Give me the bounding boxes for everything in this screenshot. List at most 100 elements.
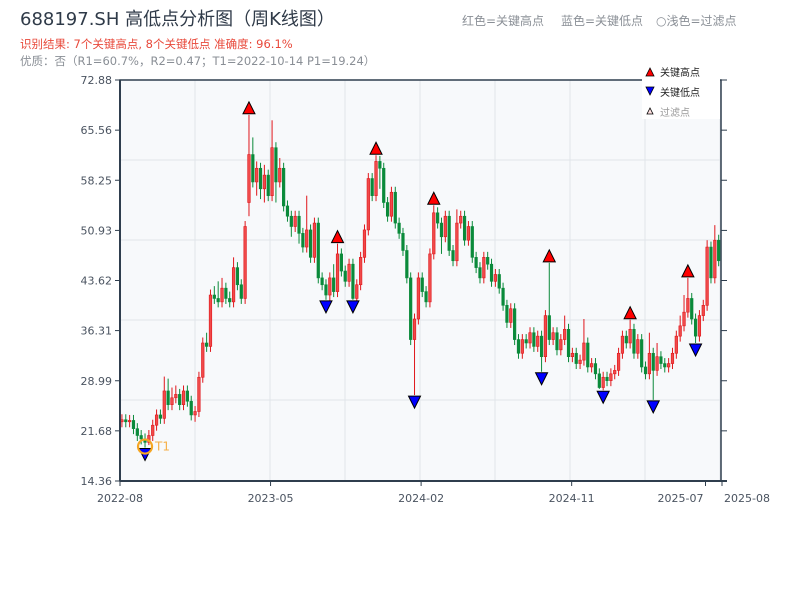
candle bbox=[328, 272, 332, 301]
candle-body-up bbox=[613, 370, 617, 375]
x-tick-label: 2025-08 bbox=[724, 492, 770, 505]
candle-body-down bbox=[709, 246, 713, 279]
candle-body-down bbox=[632, 328, 636, 354]
candle-body-down bbox=[424, 291, 428, 303]
candle bbox=[570, 347, 574, 363]
candle-body-up bbox=[705, 246, 709, 306]
candle bbox=[401, 227, 405, 256]
candle-body-up bbox=[620, 335, 625, 354]
candle-body-up bbox=[551, 332, 555, 340]
candle-body-down bbox=[320, 277, 324, 286]
legend-label: 关键高点 bbox=[660, 66, 700, 79]
candle bbox=[474, 251, 478, 274]
candle bbox=[647, 332, 651, 380]
candle-body-up bbox=[208, 294, 213, 347]
candle bbox=[205, 332, 209, 352]
candle bbox=[555, 327, 559, 356]
candle-body-up bbox=[609, 373, 613, 381]
candle bbox=[378, 155, 382, 189]
candle-body-down bbox=[405, 250, 409, 279]
candle bbox=[385, 197, 390, 222]
candle-body-up bbox=[170, 397, 174, 405]
candle bbox=[289, 210, 293, 237]
candle bbox=[297, 210, 301, 244]
candle-body-up bbox=[670, 352, 675, 364]
candle-body-down bbox=[378, 161, 382, 169]
candle bbox=[274, 142, 278, 203]
candle bbox=[335, 243, 340, 298]
candle-body-down bbox=[370, 178, 374, 196]
candle-body-down bbox=[297, 215, 301, 234]
candle bbox=[539, 330, 544, 372]
legend-box bbox=[642, 63, 720, 119]
candle-body-up bbox=[655, 356, 659, 371]
candle bbox=[501, 282, 505, 311]
candle-body-up bbox=[493, 274, 497, 282]
candle bbox=[208, 289, 213, 352]
candle-body-up bbox=[466, 226, 471, 241]
candle bbox=[663, 358, 667, 373]
key-high-marker bbox=[623, 305, 637, 320]
y-tick-label: 43.62 bbox=[81, 275, 113, 288]
top-legend-red: 红色=关键高点 bbox=[462, 14, 545, 28]
candle bbox=[686, 277, 690, 318]
candle-body-up bbox=[590, 363, 594, 368]
candle-body-up bbox=[543, 315, 548, 357]
candle bbox=[247, 114, 251, 217]
candle-body-up bbox=[197, 376, 201, 412]
candle-body-up bbox=[412, 318, 417, 340]
candle bbox=[154, 409, 159, 431]
candle bbox=[308, 224, 313, 263]
candle bbox=[251, 137, 255, 188]
candle-body-up bbox=[647, 352, 651, 375]
candle-body-down bbox=[474, 257, 478, 268]
candle bbox=[389, 186, 394, 222]
candle bbox=[293, 210, 297, 232]
candle bbox=[405, 245, 409, 284]
candle bbox=[409, 272, 413, 346]
y-tick-label: 14.36 bbox=[81, 475, 113, 488]
t1-circle bbox=[136, 438, 154, 455]
candle-body-up bbox=[374, 161, 378, 196]
candle-body-down bbox=[663, 363, 667, 368]
candle-body-down bbox=[478, 267, 482, 279]
candle bbox=[312, 217, 317, 263]
candle-body-down bbox=[393, 191, 397, 224]
candle-body-down bbox=[501, 287, 505, 306]
candle-body-up bbox=[181, 390, 186, 405]
candle bbox=[590, 358, 594, 373]
candle-body-down bbox=[308, 229, 313, 258]
candle-body-down bbox=[124, 419, 128, 423]
candle bbox=[690, 292, 694, 325]
candle-body-up bbox=[174, 394, 178, 399]
candle-body-down bbox=[516, 339, 521, 354]
candle bbox=[201, 337, 205, 383]
candle-body-up bbox=[355, 284, 359, 299]
candle bbox=[636, 334, 640, 359]
candle-body-up bbox=[636, 339, 640, 354]
candle bbox=[347, 258, 351, 287]
candle-body-down bbox=[239, 284, 243, 299]
candle bbox=[212, 286, 216, 304]
candle bbox=[359, 251, 363, 291]
candle bbox=[455, 209, 459, 267]
candle-body-down bbox=[274, 147, 278, 183]
candle bbox=[305, 195, 309, 253]
candle-body-down bbox=[643, 366, 648, 375]
candle bbox=[574, 347, 578, 370]
candle bbox=[382, 162, 386, 209]
candle bbox=[670, 347, 675, 370]
candle bbox=[301, 227, 305, 253]
candle bbox=[255, 161, 259, 196]
candle bbox=[605, 371, 609, 387]
candle-body-up bbox=[678, 325, 682, 337]
top-legend-blue: 蓝色=关键低点 bbox=[561, 14, 644, 28]
candle bbox=[532, 327, 536, 352]
candle-body-up bbox=[443, 215, 447, 238]
candle-body-down bbox=[189, 400, 193, 416]
candle bbox=[482, 251, 486, 284]
candle bbox=[432, 205, 436, 260]
candle-body-down bbox=[470, 226, 474, 258]
candle bbox=[678, 315, 682, 342]
candle bbox=[424, 286, 428, 308]
